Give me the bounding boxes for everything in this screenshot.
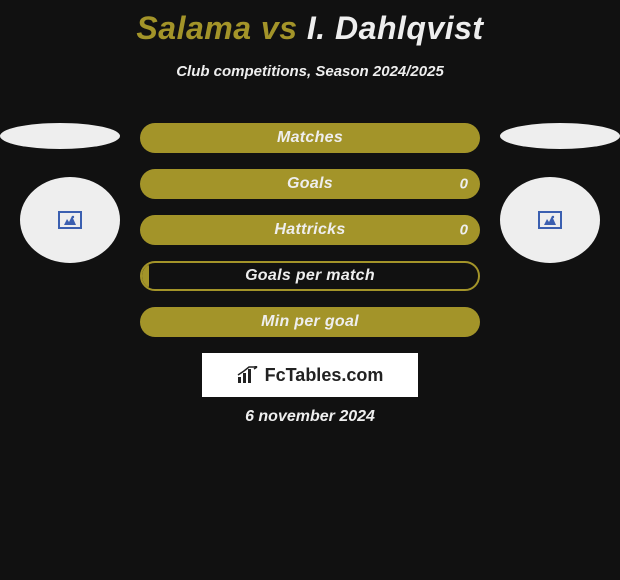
stat-bar-value-right: 0 [460, 176, 468, 193]
title-player1: Salama [136, 10, 251, 46]
title-vs: vs [261, 10, 298, 46]
brand-logo: FcTables.com [237, 365, 384, 386]
avatar-left [20, 177, 120, 263]
decor-ellipse-top-left [0, 123, 120, 149]
stat-bar-label: Goals [140, 175, 480, 193]
avatar-left-placeholder-icon [58, 211, 82, 229]
stat-bar-value-right: 0 [460, 222, 468, 239]
brand-logo-box: FcTables.com [202, 353, 418, 397]
title-player2: I. Dahlqvist [307, 10, 484, 46]
stat-bar-label: Min per goal [140, 313, 480, 331]
stat-bar-label: Hattricks [140, 221, 480, 239]
avatar-right [500, 177, 600, 263]
stat-bar: Hattricks0 [140, 215, 480, 245]
stat-bar-label: Goals per match [142, 267, 478, 285]
brand-text: FcTables.com [265, 365, 384, 386]
stat-bar: Min per goal [140, 307, 480, 337]
comparison-bars: MatchesGoals0Hattricks0Goals per matchMi… [140, 123, 480, 353]
stat-bar-label: Matches [140, 129, 480, 147]
avatar-right-placeholder-icon [538, 211, 562, 229]
subtitle: Club competitions, Season 2024/2025 [0, 63, 620, 80]
stat-bar: Goals0 [140, 169, 480, 199]
stat-bar: Goals per match [140, 261, 480, 291]
page-title: Salama vs I. Dahlqvist [0, 0, 620, 47]
bar-chart-icon [237, 366, 259, 384]
decor-ellipse-top-right [500, 123, 620, 149]
stat-bar: Matches [140, 123, 480, 153]
date-label: 6 november 2024 [0, 408, 620, 426]
